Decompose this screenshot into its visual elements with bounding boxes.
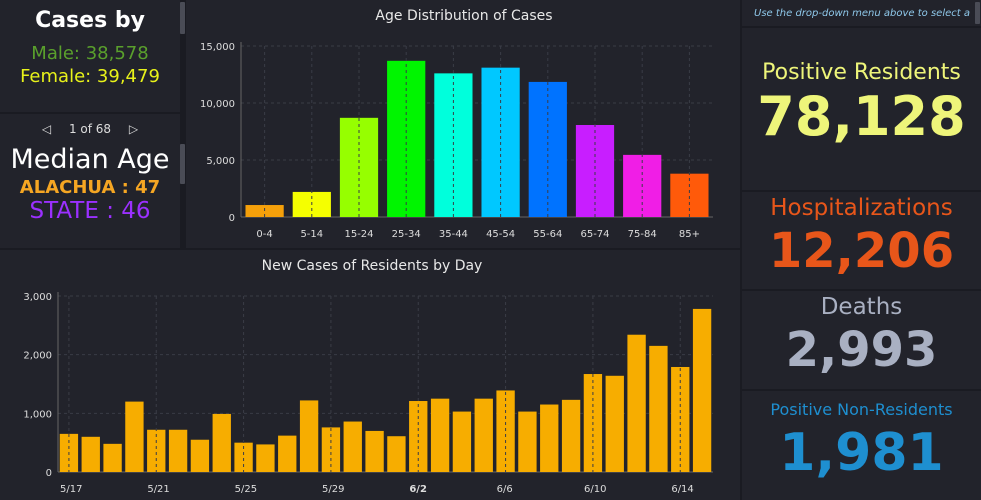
non-residents-label: Positive Non-Residents	[770, 400, 953, 419]
x-tick-label: 5-14	[300, 229, 323, 240]
state-median-age: STATE : 46	[29, 198, 151, 224]
bar-5/30	[343, 421, 362, 472]
daily-cases-panel: New Cases of Residents by Day 0 1,000 2,00…	[0, 250, 740, 500]
cases-by-sex-panel: Cases by Male: 38,578 Female: 39,479	[0, 0, 180, 112]
x-tick-label: 85+	[679, 229, 700, 240]
scrollbar[interactable]	[180, 144, 185, 184]
bar-6/1	[387, 436, 406, 472]
hospitalizations-label: Hospitalizations	[770, 195, 953, 221]
y-tick-label: 1,000	[23, 409, 52, 420]
y-tick-label: 5,000	[206, 156, 235, 167]
bar-6/9	[561, 399, 581, 472]
x-tick-label: 5/25	[235, 484, 257, 495]
x-tick-label: 45-54	[486, 229, 515, 240]
x-tick-label: 15-24	[344, 229, 373, 240]
bar-6/3	[430, 398, 450, 472]
deaths-value: 2,993	[785, 322, 938, 378]
median-age-panel: ◁ 1 of 68 ▷ Median Age ALACHUA : 47 STAT…	[0, 114, 180, 248]
bar-5/20	[125, 401, 144, 472]
y-tick-label: 10,000	[200, 99, 235, 110]
next-arrow-icon[interactable]: ▷	[128, 122, 139, 136]
male-count: Male: 38,578	[31, 43, 149, 64]
bar-6/4	[452, 411, 472, 472]
x-tick-label: 65-74	[580, 229, 609, 240]
bar-5/29	[321, 427, 341, 472]
daily-cases-chart: New Cases of Residents by Day 0 1,000 2,00…	[23, 258, 713, 495]
bar-5/25	[234, 442, 253, 472]
y-tick-label: 0	[46, 468, 52, 479]
bar-6/5	[474, 398, 493, 472]
bar-5/22	[168, 429, 188, 472]
deaths-label: Deaths	[820, 294, 903, 320]
previous-arrow-icon[interactable]: ◁	[41, 122, 52, 136]
bar-5/28	[299, 400, 319, 472]
scrollbar[interactable]	[180, 2, 185, 34]
bar-35-44	[434, 73, 473, 217]
bar-6/14	[671, 366, 690, 472]
y-tick-label: 3,000	[23, 292, 52, 303]
deaths-panel: Deaths 2,993	[742, 291, 981, 389]
bar-5/23	[190, 439, 210, 472]
x-tick-label: 6/14	[671, 484, 693, 495]
bar-6/15	[692, 308, 712, 472]
non-residents-panel: Positive Non-Residents 1,981	[742, 391, 981, 500]
x-tick-label: 0-4	[256, 229, 272, 240]
bar-0-4	[245, 205, 284, 217]
age-distribution-panel: Age Distribution of Cases 0 5,000 10,000 15…	[186, 0, 740, 248]
pager: ◁ 1 of 68 ▷	[0, 122, 180, 136]
cases-by-title: Cases by	[35, 8, 145, 33]
hint-panel: Use the drop-down menu above to select a	[742, 0, 981, 26]
bar-5/21	[147, 429, 166, 472]
bar-5/26	[256, 444, 275, 472]
x-tick-label: 55-64	[533, 229, 562, 240]
x-tick-label: 75-84	[628, 229, 657, 240]
x-tick-label: 5/29	[322, 484, 344, 495]
x-tick-label: 6/6	[497, 484, 513, 495]
x-tick-label: 5/21	[147, 484, 169, 495]
x-tick-label: 6/10	[584, 484, 606, 495]
non-residents-value: 1,981	[779, 423, 944, 483]
bar-65-74	[575, 125, 615, 217]
scrollbar[interactable]	[975, 2, 980, 24]
chart-title: Age Distribution of Cases	[375, 8, 552, 24]
positive-residents-value: 78,128	[757, 85, 966, 148]
y-tick-label: 15,000	[200, 42, 235, 53]
county-median-age: ALACHUA : 47	[19, 177, 161, 198]
x-tick-label: 35-44	[439, 229, 468, 240]
hint-text: Use the drop-down menu above to select a	[754, 8, 970, 19]
bar-6/6	[496, 390, 515, 472]
x-tick-label: 6/2	[409, 484, 427, 495]
x-tick-label: 25-34	[392, 229, 421, 240]
hospitalizations-value: 12,206	[768, 223, 955, 279]
bar-6/13	[649, 345, 668, 472]
hospitalizations-panel: Hospitalizations 12,206	[742, 192, 981, 289]
positive-residents-panel: Positive Residents 78,128	[742, 28, 981, 190]
bar-5/31	[365, 430, 384, 472]
chart-title: New Cases of Residents by Day	[262, 258, 483, 274]
median-age-title: Median Age	[10, 144, 170, 175]
y-tick-label: 2,000	[23, 351, 52, 362]
female-count: Female: 39,479	[20, 66, 160, 87]
bar-5/27	[278, 435, 297, 472]
bar-5/19	[103, 443, 122, 472]
bar-6/11	[605, 375, 624, 472]
bar-6/8	[540, 404, 559, 472]
bar-5/18	[81, 436, 100, 472]
bar-6/12	[627, 334, 646, 472]
bar-6/7	[518, 411, 537, 472]
age-distribution-chart: Age Distribution of Cases 0 5,000 10,000 15…	[200, 8, 713, 240]
positive-residents-label: Positive Residents	[762, 60, 961, 85]
y-tick-label: 0	[229, 213, 235, 224]
x-tick-label: 5/17	[60, 484, 82, 495]
pager-label: 1 of 68	[68, 122, 112, 136]
bar-5/24	[212, 413, 231, 472]
